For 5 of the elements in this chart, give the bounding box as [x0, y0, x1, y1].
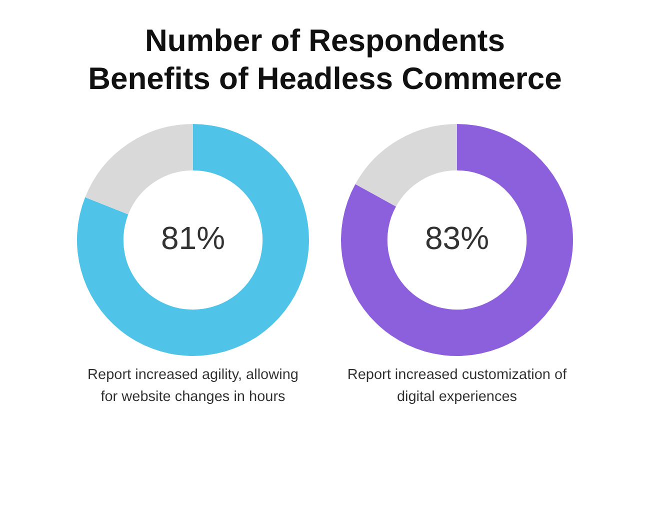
data-label: 81% — [160, 220, 226, 256]
text: Report increased customization of digital experiences — [346, 366, 568, 407]
text: Report increased agility, allowing for website changes in hours — [86, 366, 300, 407]
chart-title: Number of Respondents Benefits of Headless Commerce — [87, 22, 563, 98]
data-label: 83% — [424, 220, 490, 256]
